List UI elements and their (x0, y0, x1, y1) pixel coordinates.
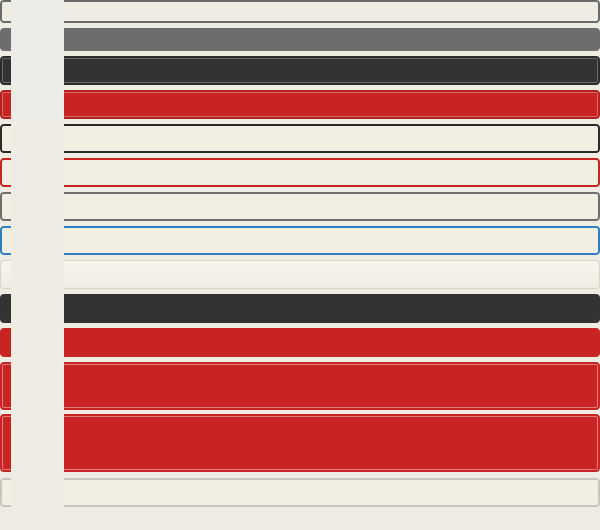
button-solid-red[interactable] (0, 328, 600, 357)
button-solid-dark[interactable] (0, 294, 600, 323)
button-outline-mid-gray[interactable] (0, 192, 600, 221)
button-solid-gray[interactable] (0, 28, 600, 51)
button-solid-red-bordered[interactable] (0, 90, 600, 119)
button-outline-gray[interactable] (0, 0, 600, 23)
button-xlarge-red[interactable] (0, 414, 600, 472)
button-outline-dark[interactable] (0, 124, 600, 153)
button-large-red[interactable] (0, 362, 600, 410)
button-outline-light-gray[interactable] (0, 478, 600, 507)
button-outline-red[interactable] (0, 158, 600, 187)
button-subtle-light[interactable] (0, 260, 600, 289)
left-overlay-top (11, 0, 64, 122)
button-solid-dark-bordered[interactable] (0, 56, 600, 85)
button-outline-blue[interactable] (0, 226, 600, 255)
